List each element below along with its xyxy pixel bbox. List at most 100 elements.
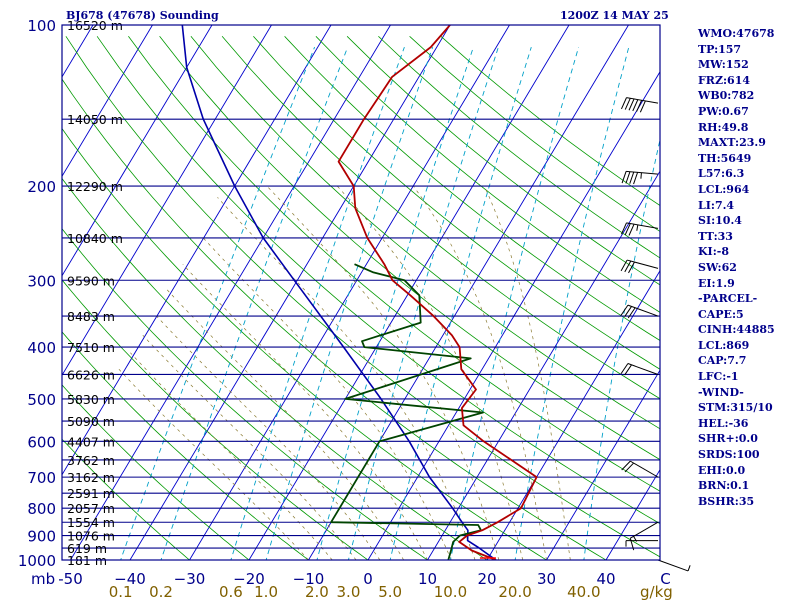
background-grid bbox=[62, 25, 660, 560]
sounding-index: L57:6.3 bbox=[698, 167, 745, 181]
temperature-trace bbox=[337, 25, 538, 560]
sounding-index: -WIND- bbox=[698, 385, 744, 399]
pressure-tick-label: 1000 bbox=[18, 552, 56, 570]
pressure-tick-label: 700 bbox=[27, 469, 56, 487]
mixing-ratio-label: 0.1 bbox=[109, 583, 133, 600]
height-label: 14050 m bbox=[67, 112, 123, 127]
temperature-tick-label: 0 bbox=[363, 570, 373, 588]
pressure-tick-label: 800 bbox=[27, 500, 56, 518]
x-axis-prefix: mb bbox=[31, 570, 55, 588]
dry-adiabat-line bbox=[159, 36, 660, 461]
isotherm-line bbox=[70, 25, 391, 560]
dry-adiabat-line bbox=[284, 36, 660, 341]
sounding-index: CINH:44885 bbox=[698, 323, 775, 337]
wind-barbs bbox=[620, 97, 691, 572]
height-label: 12290 m bbox=[67, 179, 123, 194]
plot-border bbox=[61, 24, 661, 561]
sounding-index: STM:315/10 bbox=[698, 401, 773, 415]
mixing-ratio-label: 5.0 bbox=[378, 583, 402, 600]
wind-barb bbox=[620, 304, 659, 319]
dry-adiabat-line bbox=[62, 177, 488, 560]
mixing-ratio-line bbox=[120, 46, 316, 560]
wind-barb bbox=[625, 540, 658, 547]
isotherm-line bbox=[62, 25, 153, 178]
sounding-index: SW:62 bbox=[698, 260, 737, 274]
dry-adiabat-line bbox=[221, 36, 660, 400]
sounding-index: LCL:964 bbox=[698, 182, 750, 196]
temperature-tick-label: −30 bbox=[174, 570, 206, 588]
isotherm-line bbox=[62, 25, 213, 277]
wind-barb bbox=[621, 170, 659, 185]
temperature-tick-label: 10 bbox=[418, 570, 437, 588]
sounding-index: MW:152 bbox=[698, 58, 749, 72]
sounding-index: EHI:0.0 bbox=[698, 463, 746, 477]
temperature-tick-label: 40 bbox=[596, 570, 615, 588]
mixing-ratio-line bbox=[230, 46, 405, 560]
sounding-index: MAXT:23.9 bbox=[698, 136, 766, 150]
height-label: 619 m bbox=[67, 541, 107, 556]
dry-adiabat-line bbox=[62, 127, 548, 560]
moist-adiabat-line bbox=[483, 185, 571, 560]
dry-adiabat-line bbox=[96, 36, 660, 525]
pressure-tick-label: 100 bbox=[27, 17, 56, 35]
pressure-tick-label: 300 bbox=[27, 272, 56, 290]
wind-barb bbox=[620, 363, 659, 376]
dry-adiabat-line bbox=[378, 36, 660, 259]
sounding-index: SRDS:100 bbox=[698, 448, 760, 462]
sounding-index: -PARCEL- bbox=[698, 292, 758, 306]
sounding-index: TT:33 bbox=[698, 229, 733, 243]
mixing-ratio-line bbox=[514, 46, 630, 560]
height-label: 7510 m bbox=[67, 340, 115, 355]
sounding-index: TH:5649 bbox=[698, 151, 752, 165]
isotherm-line bbox=[62, 25, 332, 476]
dry-adiabat-line bbox=[346, 36, 660, 286]
height-label: 1554 m bbox=[67, 515, 115, 530]
moist-adiabat-line bbox=[165, 287, 404, 560]
sounding-index: RH:49.8 bbox=[698, 120, 749, 134]
moist-adiabat-line bbox=[130, 352, 333, 560]
wind-barb bbox=[657, 559, 691, 572]
isotherm-line bbox=[129, 25, 451, 560]
mixing-ratio-line bbox=[389, 46, 532, 560]
temperature-tick-label: 20 bbox=[477, 570, 496, 588]
isotherm-line bbox=[546, 369, 660, 560]
isotherm-line bbox=[605, 468, 660, 560]
sounding-index: WMO:47678 bbox=[698, 27, 775, 40]
moist-adiabat-line bbox=[337, 185, 524, 560]
moist-adiabat-line bbox=[118, 368, 309, 560]
mixing-ratio-label: 1.0 bbox=[254, 583, 278, 600]
temperature-tick-label: -50 bbox=[58, 570, 83, 588]
mixing-ratio-label: 3.0 bbox=[337, 583, 361, 600]
pressure-tick-label: 600 bbox=[27, 433, 56, 451]
sounding-index: TP:157 bbox=[698, 42, 742, 56]
sounding-index: EI:1.9 bbox=[698, 276, 735, 290]
height-label: 10840 m bbox=[67, 231, 123, 246]
sounding-index: SHR+:0.0 bbox=[698, 432, 758, 446]
isotherm-line bbox=[248, 25, 570, 560]
sounding-index: LFC:-1 bbox=[698, 370, 739, 384]
pressure-tick-label: 200 bbox=[27, 178, 56, 196]
temperature-tick-label: −10 bbox=[293, 570, 325, 588]
mixing-ratio-label: 2.0 bbox=[305, 583, 329, 600]
isotherm-line bbox=[486, 269, 660, 560]
moist-adiabat-line bbox=[217, 197, 476, 560]
pressure-tick-label: 900 bbox=[27, 528, 56, 546]
mixing-ratio-line bbox=[347, 46, 499, 560]
dry-adiabat-line bbox=[315, 36, 660, 313]
dry-adiabat-line bbox=[253, 36, 660, 370]
observation-time: 1200Z 14 MAY 25 bbox=[560, 9, 669, 22]
wind-barb bbox=[620, 97, 659, 113]
height-label: 3162 m bbox=[67, 470, 115, 485]
temperature-tick-label: C bbox=[660, 570, 670, 588]
sounding-index: BRN:0.1 bbox=[698, 479, 750, 493]
temperature-tick-label: 30 bbox=[537, 570, 556, 588]
mixing-ratio-line bbox=[583, 137, 660, 560]
height-label: 5830 m bbox=[67, 392, 115, 407]
sounding-index: LCL:869 bbox=[698, 338, 750, 352]
sounding-index: FRZ:614 bbox=[698, 73, 751, 87]
temperature-tick-label: −40 bbox=[114, 570, 146, 588]
height-label: 4407 m bbox=[67, 434, 115, 449]
height-label: 5090 m bbox=[67, 414, 115, 429]
mixing-ratio-line bbox=[449, 46, 580, 560]
